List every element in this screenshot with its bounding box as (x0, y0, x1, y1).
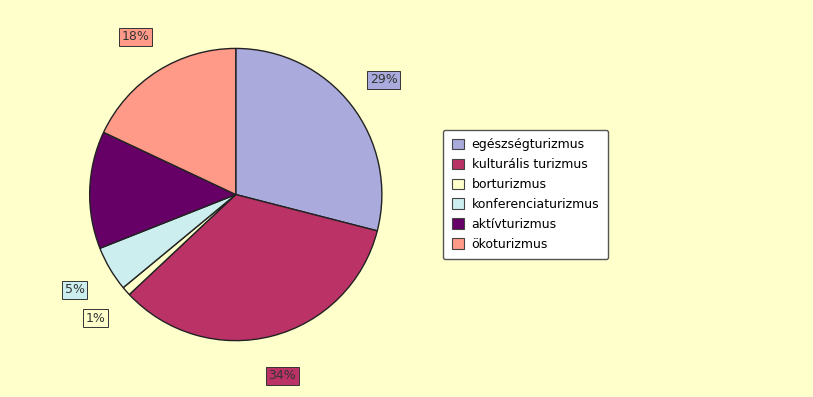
Wedge shape (89, 132, 236, 248)
Text: 1%: 1% (85, 312, 106, 325)
Wedge shape (129, 195, 377, 341)
Wedge shape (103, 48, 236, 195)
Text: 5%: 5% (65, 283, 85, 296)
Wedge shape (124, 195, 236, 295)
Wedge shape (236, 48, 382, 231)
Text: 18%: 18% (122, 30, 150, 43)
Legend: egészségturizmus, kulturális turizmus, borturizmus, konferenciaturizmus, aktívtu: egészségturizmus, kulturális turizmus, b… (443, 129, 608, 260)
Text: 34%: 34% (268, 369, 296, 382)
Text: 29%: 29% (370, 73, 398, 87)
Wedge shape (100, 195, 236, 288)
Text: 13%: 13% (0, 396, 1, 397)
